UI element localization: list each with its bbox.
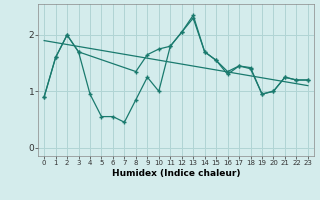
X-axis label: Humidex (Indice chaleur): Humidex (Indice chaleur) [112,169,240,178]
